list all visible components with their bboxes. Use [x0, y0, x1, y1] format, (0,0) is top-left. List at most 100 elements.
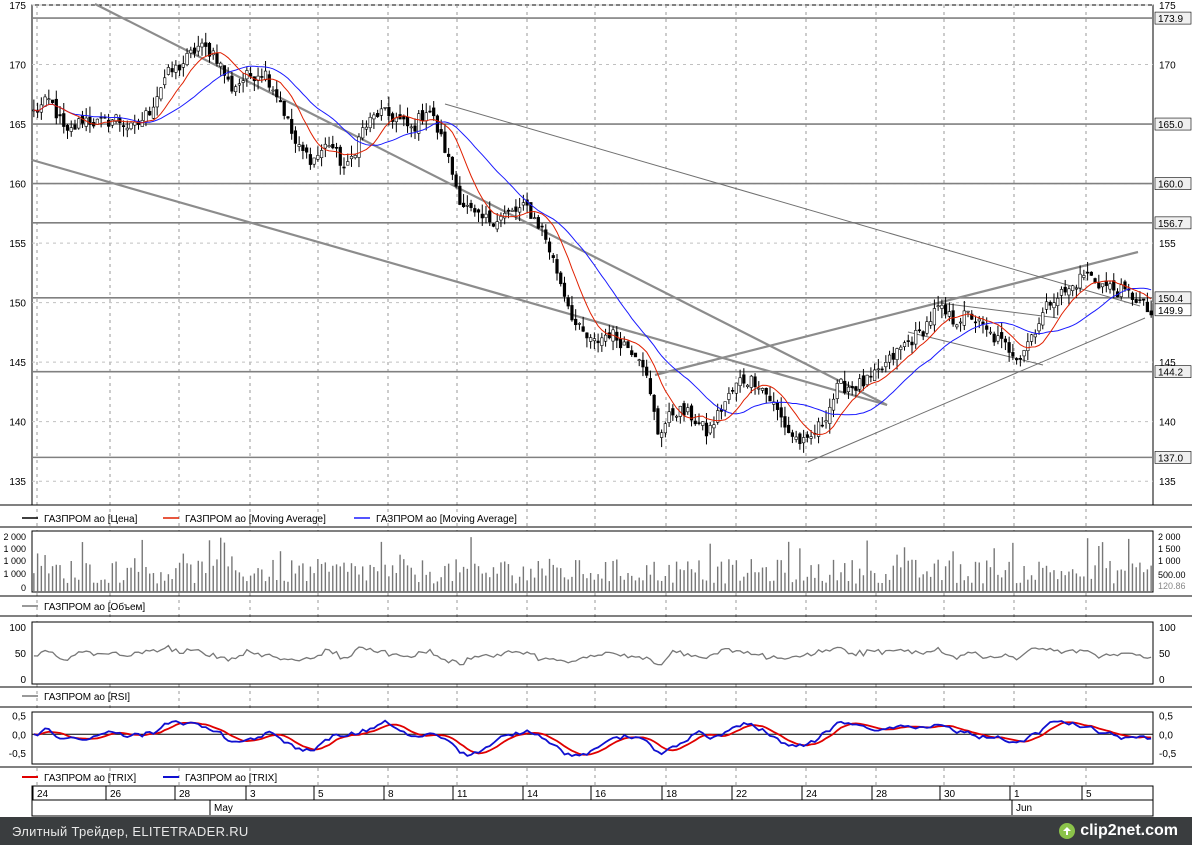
- candle-body: [503, 212, 507, 219]
- candle-body: [323, 143, 327, 149]
- date-tick-label: 8: [388, 789, 394, 800]
- candle-body: [413, 125, 417, 132]
- trix-tick-left: 0,0: [12, 730, 26, 741]
- candle-body: [734, 382, 738, 394]
- candle-body: [514, 206, 518, 212]
- candle-body: [50, 99, 55, 103]
- price-level-label: 144.2: [1158, 368, 1183, 379]
- candle-body: [910, 341, 914, 346]
- candle-body: [865, 374, 869, 386]
- price-tick-right: 175: [1159, 1, 1176, 12]
- candle-body: [921, 331, 925, 337]
- date-tick-label: 18: [666, 789, 678, 800]
- candle-body: [69, 127, 73, 132]
- candle-body: [902, 342, 907, 347]
- rsi-tick-left: 50: [15, 649, 27, 660]
- candle-body: [966, 310, 970, 313]
- candle-body: [846, 386, 851, 393]
- volume-tick-right: 1 500: [1158, 544, 1181, 554]
- legend-label: ГАЗПРОМ ао [Цена]: [44, 514, 138, 525]
- candle-body: [962, 310, 966, 326]
- candle-body: [1089, 271, 1093, 276]
- candle-body: [671, 408, 675, 416]
- candle-body: [43, 96, 47, 107]
- candle-body: [383, 107, 387, 109]
- candle-body: [529, 202, 533, 219]
- candle-body: [1100, 283, 1105, 288]
- candle-body: [547, 241, 552, 253]
- candle-body: [914, 330, 918, 345]
- candle-body: [955, 324, 959, 328]
- candle-body: [1063, 286, 1067, 293]
- candle-body: [645, 366, 649, 376]
- candle-body: [992, 333, 996, 343]
- candle-body: [809, 436, 813, 439]
- candle-body: [47, 98, 51, 101]
- candle-body: [925, 321, 929, 334]
- candle-body: [200, 42, 204, 48]
- date-tick-label: 28: [179, 789, 191, 800]
- candle-body: [458, 185, 462, 205]
- price-level-label: 149.9: [1158, 306, 1183, 317]
- candle-body: [499, 216, 503, 221]
- rsi-tick-right: 50: [1159, 649, 1171, 660]
- price-tick-right: 155: [1159, 239, 1176, 250]
- candle-body: [648, 378, 653, 395]
- stock-chart: 1351351401401451451501501551551601601651…: [0, 0, 1192, 817]
- candle-body: [62, 113, 66, 127]
- brand[interactable]: clip2net.com: [1058, 821, 1178, 841]
- candle-body: [1108, 283, 1112, 290]
- candle-body: [174, 64, 178, 73]
- candle-body: [996, 335, 1000, 342]
- volume-tick-left: 0: [21, 583, 26, 593]
- candle-body: [271, 89, 275, 92]
- price-tick-left: 165: [9, 120, 26, 131]
- candle-body: [985, 325, 989, 330]
- trend-line: [807, 317, 1146, 463]
- candle-body: [820, 424, 824, 427]
- candle-body: [1149, 310, 1153, 316]
- candle-body: [944, 304, 948, 315]
- candle-body: [144, 110, 148, 123]
- candle-body: [155, 96, 159, 108]
- candle-body: [308, 154, 312, 165]
- candle-body: [293, 130, 298, 144]
- candle-body: [536, 217, 540, 229]
- candle-body: [596, 340, 600, 344]
- candle-body: [708, 425, 712, 434]
- candle-body: [54, 98, 58, 119]
- candle-body: [798, 433, 802, 444]
- candle-body: [1093, 278, 1097, 283]
- candle-body: [723, 401, 727, 411]
- candle-body: [1048, 301, 1052, 306]
- candle-body: [368, 116, 372, 129]
- candle-body: [891, 352, 895, 360]
- candle-body: [420, 110, 425, 121]
- date-tick-label: 28: [876, 789, 888, 800]
- candle-body: [469, 202, 473, 208]
- candle-body: [428, 110, 432, 113]
- price-level-label: 160.0: [1158, 180, 1183, 191]
- candle-body: [540, 225, 544, 228]
- candle-body: [1022, 350, 1026, 357]
- candle-body: [566, 297, 570, 307]
- candle-body: [532, 217, 537, 220]
- volume-tick-right: 120.86: [1158, 581, 1186, 591]
- candle-body: [562, 282, 567, 297]
- candle-body: [701, 421, 705, 426]
- candle-body: [633, 352, 638, 358]
- price-tick-right: 135: [1159, 477, 1176, 488]
- legend-label: ГАЗПРОМ ао [TRIX]: [44, 773, 136, 784]
- candle-body: [207, 42, 212, 57]
- candle-body: [387, 107, 391, 117]
- candle-body: [204, 42, 208, 47]
- candle-body: [697, 422, 701, 424]
- candle-body: [364, 126, 369, 130]
- candle-body: [731, 390, 735, 392]
- candle-body: [764, 388, 768, 395]
- price-tick-left: 150: [9, 299, 26, 310]
- candle-body: [574, 318, 578, 325]
- candle-body: [148, 110, 152, 116]
- candle-body: [929, 321, 933, 326]
- candle-body: [592, 338, 596, 342]
